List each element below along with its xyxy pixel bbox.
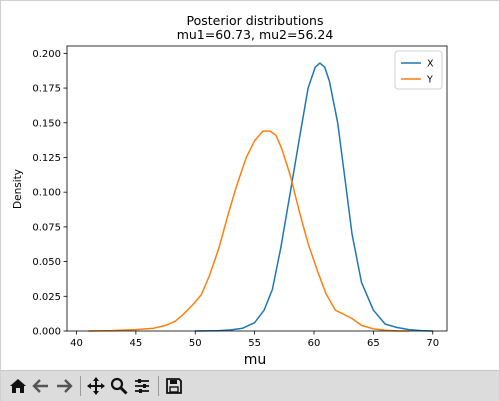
y-tick-label: 0.000	[32, 327, 61, 338]
y-tick-label: 0.050	[32, 257, 61, 268]
x-tick-label: 45	[130, 338, 143, 349]
y-tick-label: 0.075	[32, 222, 61, 233]
y-axis-label: Density	[12, 169, 24, 209]
x-tick-label: 65	[367, 338, 380, 349]
x-tick-label: 55	[248, 338, 261, 349]
legend-label-y: Y	[426, 75, 433, 86]
save-button[interactable]	[163, 375, 185, 397]
y-tick-label: 0.100	[32, 188, 61, 199]
legend	[394, 50, 443, 90]
forward-button[interactable]	[53, 375, 75, 397]
y-tick-label: 0.150	[32, 118, 61, 129]
y-tick-label: 0.025	[32, 292, 61, 303]
save-icon	[166, 378, 182, 394]
x-tick-label: 60	[308, 338, 321, 349]
home-icon	[10, 379, 26, 393]
back-button[interactable]	[30, 375, 52, 397]
x-tick-label: 40	[70, 338, 83, 349]
zoom-button[interactable]	[108, 375, 130, 397]
axes-frame	[66, 45, 448, 332]
back-icon	[32, 379, 48, 393]
zoom-icon	[110, 377, 128, 395]
x-tick-label: 70	[426, 338, 439, 349]
chart-title: Posterior distributions	[187, 13, 324, 28]
toolbar-separator	[158, 376, 159, 396]
y-tick-label: 0.175	[32, 84, 61, 95]
series-line-x	[195, 62, 433, 332]
pan-icon	[87, 377, 105, 395]
y-tick-label: 0.200	[32, 49, 61, 60]
forward-icon	[57, 379, 73, 393]
configure-button[interactable]	[131, 375, 153, 397]
home-button[interactable]	[7, 375, 29, 397]
series-line-y	[88, 130, 410, 332]
plot-canvas: Posterior distributions mu1=60.73, mu2=5…	[12, 13, 448, 368]
chart-subtitle: mu1=60.73, mu2=56.24	[177, 27, 334, 42]
toolbar	[1, 370, 499, 401]
configure-icon	[135, 379, 149, 393]
y-tick-label: 0.125	[32, 153, 61, 164]
toolbar-separator	[80, 376, 81, 396]
x-tick-label: 50	[189, 338, 202, 349]
x-axis-label: mu	[244, 352, 267, 368]
legend-label-x: X	[427, 59, 434, 70]
pan-button[interactable]	[85, 375, 107, 397]
